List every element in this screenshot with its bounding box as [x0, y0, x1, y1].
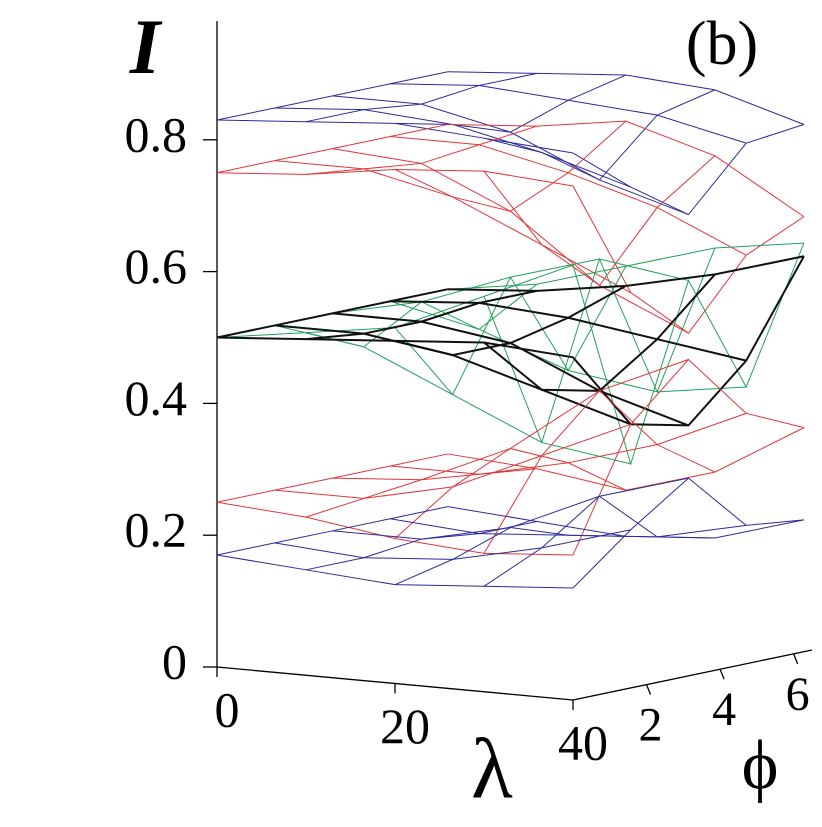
surface-line [447, 71, 805, 125]
surface-line [483, 155, 716, 287]
y-tick [793, 653, 799, 665]
panel-label: (b) [686, 10, 758, 78]
surface-line [394, 527, 626, 586]
z-axis-label: I [129, 3, 163, 90]
surface-line [572, 358, 805, 556]
surface-line [394, 74, 627, 133]
y-tick [719, 668, 725, 680]
x-tick-label: 40 [558, 714, 608, 770]
surface-line [305, 125, 538, 175]
surface-line [572, 124, 805, 216]
surface-line [390, 412, 747, 475]
surface-line [390, 83, 747, 144]
z-tick-label: 0 [162, 633, 187, 689]
surface-line [447, 120, 805, 218]
y-tick-label: 4 [712, 683, 736, 736]
surface-line [483, 495, 715, 587]
y-tick-label: 6 [786, 668, 810, 721]
x-tick-label: 0 [215, 681, 240, 737]
y-axis-label: ϕ [742, 727, 779, 804]
surface-line [390, 518, 747, 538]
surface-line [572, 242, 805, 466]
surface-line [216, 71, 449, 121]
x-tick-label: 20 [380, 698, 430, 754]
surface-line [274, 107, 631, 188]
surface-line [394, 285, 627, 357]
surface-line [483, 273, 716, 392]
z-tick-label: 0.4 [125, 370, 188, 426]
surface-line [390, 136, 747, 256]
surface-line [305, 468, 537, 518]
x-axis-label: λ [471, 721, 513, 817]
z-tick-label: 0.6 [125, 238, 188, 294]
y-tick-label: 2 [639, 699, 663, 752]
surface-line [447, 506, 805, 539]
surface-line [216, 506, 449, 556]
surface-line [305, 289, 538, 341]
surface-line [216, 168, 574, 187]
surface-line [572, 477, 804, 589]
surface-line [305, 72, 538, 123]
surface-line [572, 185, 805, 334]
surface-line [394, 120, 627, 212]
surface-line [216, 123, 449, 174]
surface-line [483, 390, 716, 554]
z-tick-label: 0.8 [125, 106, 188, 162]
surface-line [216, 554, 574, 589]
z-tick-label: 0.2 [125, 502, 188, 558]
surface-line [394, 447, 627, 539]
surface-line [216, 453, 449, 503]
surface-line [447, 255, 805, 292]
surface-line [305, 521, 538, 571]
surface-line [216, 288, 449, 339]
surface-line [483, 89, 716, 181]
y-axis [572, 649, 813, 701]
y-tick [645, 684, 652, 695]
surface-line [394, 265, 627, 396]
surface-line [447, 427, 805, 491]
